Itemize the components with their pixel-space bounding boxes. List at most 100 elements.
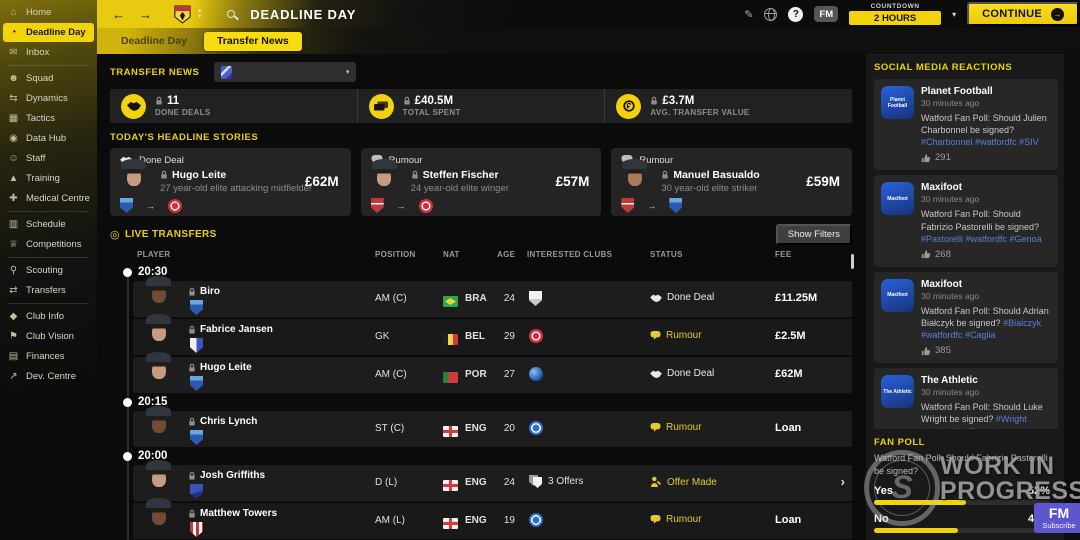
competition-filter-dropdown[interactable]: ▾	[214, 62, 357, 82]
sidebar-item-club-info[interactable]: ◆ Club Info	[9, 310, 65, 322]
column-nat: NAT	[443, 250, 460, 259]
stat-total-spent: £40.5M TOTAL SPENT	[356, 89, 605, 123]
social-post[interactable]: Maxifoot Maxifoot 30 minutes ago Watford…	[874, 175, 1058, 267]
hashtags[interactable]: #Charbonnel #watfordfc #SIV	[921, 137, 1039, 148]
tab-deadline-day[interactable]: Deadline Day	[121, 35, 187, 47]
avatar: The Athletic	[881, 375, 914, 409]
table-row[interactable]: Chris Lynch ST (C) ENG 20 Rumour Loan	[133, 411, 852, 447]
fan-poll-heading: FAN POLL	[874, 437, 925, 448]
social-post[interactable]: Maxifoot Maxifoot 30 minutes ago Watford…	[874, 271, 1058, 364]
nation-flag-icon	[443, 426, 458, 437]
growth-icon: ↗	[9, 370, 18, 382]
table-row[interactable]: Josh Griffiths D (L) ENG 24 3 Offers Off…	[133, 465, 852, 501]
countdown-widget[interactable]: COUNTDOWN 2 HOURS	[849, 3, 942, 25]
sidebar-item-medical-centre[interactable]: ✚ Medical Centre	[9, 192, 90, 204]
help-icon[interactable]: ?	[788, 6, 804, 22]
headline-card[interactable]: Rumour Manuel Basualdo 30 year-old elite…	[611, 148, 853, 216]
club-badge	[190, 522, 203, 537]
search-icon[interactable]	[227, 10, 236, 18]
lock-icon	[188, 471, 196, 481]
training-icon: ▲	[8, 172, 19, 184]
sidebar-item-dynamics[interactable]: ⇆ Dynamics	[9, 92, 68, 104]
sidebar-divider	[8, 65, 89, 66]
edit-icon[interactable]: ✎	[744, 8, 754, 21]
sidebar-item-club-vision[interactable]: ⚑ Club Vision	[9, 330, 74, 342]
rumour-bubble-icon	[650, 423, 661, 433]
sidebar-item-squad[interactable]: ☻ Squad	[8, 72, 54, 84]
tactics-icon: ▦	[8, 112, 19, 124]
headline-card[interactable]: Done Deal Hugo Leite 27 year-old elite a…	[110, 148, 351, 216]
sidebar-item-finances[interactable]: ▤ Finances	[8, 350, 65, 362]
hashtags[interactable]: #Wright #watfordfc #Bmouth	[921, 414, 1027, 429]
avatar: Maxifoot	[881, 182, 914, 216]
table-row[interactable]: Fabrice Jansen GK BEL 29 Rumour £2.5M	[133, 319, 852, 355]
sidebar-item-inbox[interactable]: ✉ Inbox	[9, 46, 50, 58]
lock-icon	[411, 170, 419, 180]
forward-button[interactable]: →	[139, 6, 152, 22]
timeline-line	[127, 275, 129, 540]
buying-club-badge	[168, 198, 182, 213]
sidebar-item-transfers[interactable]: ⇄ Transfers	[9, 284, 66, 296]
sidebar-item-tactics[interactable]: ▦ Tactics	[8, 112, 56, 124]
done-deal-icon	[650, 369, 662, 379]
fm-badge[interactable]: FM	[814, 6, 839, 22]
live-transfers-list: 20:30 Biro AM (C) BRA 24 Done Deal £11.2…	[110, 265, 852, 540]
social-post[interactable]: The Athletic The Athletic 30 minutes ago…	[874, 368, 1058, 429]
sidebar-divider	[8, 303, 89, 304]
column-status: STATUS	[650, 250, 683, 259]
nation-flag-icon	[443, 334, 458, 345]
sidebar-item-home[interactable]: ⌂ Home	[3, 3, 94, 22]
tab-transfer-news[interactable]: Transfer News	[203, 31, 302, 51]
sidebar-item-staff[interactable]: ☺ Staff	[8, 152, 46, 164]
nation-flag-icon	[443, 296, 458, 307]
offer-made-icon	[650, 476, 662, 488]
column-position: POSITION	[375, 250, 416, 259]
table-scrollbar[interactable]	[851, 254, 854, 269]
hashtags[interactable]: #Pastorelli #watfordfc #Genoa	[921, 233, 1042, 244]
coin-icon	[616, 93, 642, 119]
club-crest-icon[interactable]	[174, 4, 191, 24]
headline-cards: Done Deal Hugo Leite 27 year-old elite a…	[110, 148, 853, 216]
time-group-header: 20:00	[110, 449, 852, 463]
continue-button[interactable]: CONTINUE →	[967, 2, 1079, 26]
lock-icon	[155, 96, 163, 106]
sidebar-item-deadline-day[interactable]: ◔ Deadline Day	[3, 23, 94, 42]
social-post[interactable]: Planet Football Planet Football 30 minut…	[874, 79, 1058, 171]
sidebar-item-competitions[interactable]: ♕ Competitions	[9, 238, 82, 250]
sidebar-divider	[8, 211, 89, 212]
sidebar-item-scouting[interactable]: ⚲ Scouting	[9, 264, 63, 276]
fan-poll: FAN POLL Watford Fan Poll: Should Fabriz…	[874, 437, 1050, 534]
row-chevron-icon[interactable]: ›	[840, 474, 845, 489]
sidebar-item-training[interactable]: ▲ Training	[8, 172, 60, 184]
show-filters-button[interactable]: Show Filters	[775, 224, 852, 245]
selling-club-badge	[621, 198, 635, 213]
poll-bar-track	[874, 528, 1050, 534]
chevron-down-icon[interactable]: ▾	[952, 9, 957, 19]
hashtags[interactable]: #Bialczyk #watfordfc #Caglia	[921, 317, 1042, 341]
headline-stories-heading: TODAY'S HEADLINE STORIES	[110, 132, 259, 143]
team-switcher-icon[interactable]: ▴ ▾	[198, 7, 202, 20]
transfer-fee: £59M	[806, 174, 841, 189]
lock-icon	[661, 170, 669, 180]
headline-card[interactable]: Rumour Steffen Fischer 24 year-old elite…	[360, 148, 602, 216]
poll-bar-track	[874, 500, 1050, 506]
sidebar-item-schedule[interactable]: ▥ Schedule	[8, 218, 66, 230]
back-button[interactable]: ←	[112, 6, 125, 22]
table-row[interactable]: Matthew Towers AM (L) ENG 19 Rumour Loan	[133, 503, 852, 539]
rumour-bubble-icon	[650, 515, 661, 525]
time-group-header: 20:30	[110, 265, 852, 279]
timeline-dot-icon	[123, 267, 132, 277]
table-row[interactable]: Biro AM (C) BRA 24 Done Deal £11.25M	[133, 281, 852, 317]
thumbs-up-icon	[921, 249, 931, 259]
sidebar-item-data-hub[interactable]: ◉ Data Hub	[9, 132, 67, 144]
lock-icon	[650, 96, 658, 106]
transfer-fee: £57M	[555, 174, 590, 189]
club-badge	[190, 484, 203, 499]
arrow-right-icon: →	[396, 200, 406, 211]
table-row[interactable]: Hugo Leite AM (C) POR 27 Done Deal £62M	[133, 357, 852, 393]
sidebar-item-dev-centre[interactable]: ↗ Dev. Centre	[9, 370, 76, 382]
lock-icon	[160, 170, 168, 180]
globe-icon[interactable]	[764, 7, 778, 21]
live-icon: ◎	[110, 229, 120, 241]
poll-bar-fill	[874, 500, 966, 506]
